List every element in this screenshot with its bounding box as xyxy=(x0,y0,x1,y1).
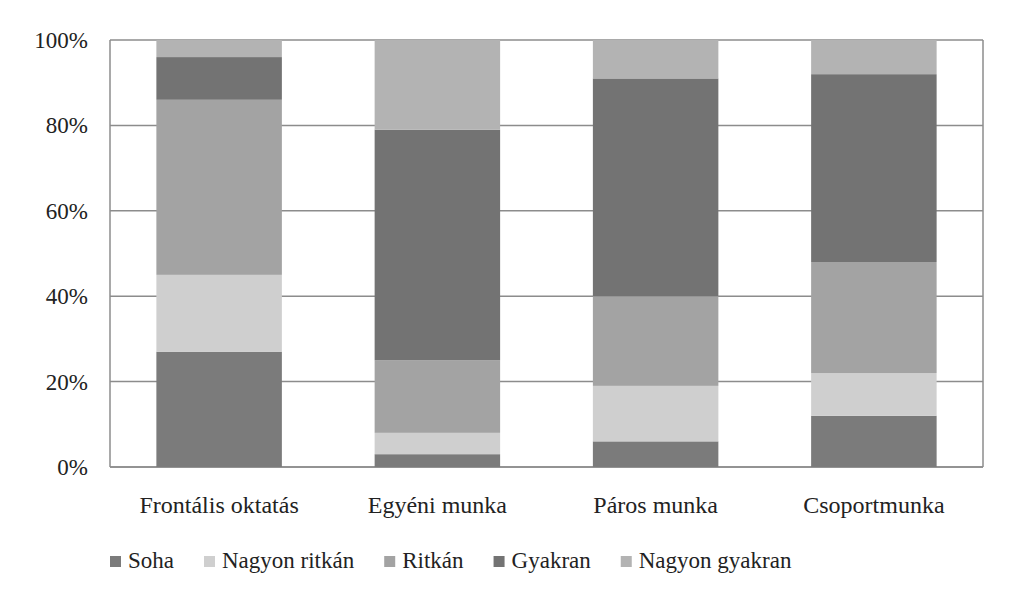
chart: 0% 20% 40% 60% 80% 100% Frontális oktatás Egyén… xyxy=(0,0,1024,615)
bars xyxy=(156,40,936,467)
tick-label: 80% xyxy=(46,113,88,138)
bar-segment xyxy=(593,386,718,442)
bar-segment xyxy=(811,373,936,416)
bar-segment xyxy=(811,40,936,74)
legend-swatch xyxy=(110,556,121,567)
bar-segment xyxy=(375,130,500,361)
category-label: Csoportmunka xyxy=(803,492,945,518)
bar-segment xyxy=(375,40,500,130)
legend-label: Nagyon gyakran xyxy=(639,548,792,573)
bar-segment xyxy=(375,433,500,454)
bar-segment xyxy=(593,441,718,467)
tick-label: 40% xyxy=(46,284,88,309)
bar-segment xyxy=(156,40,281,57)
bar-segment xyxy=(156,100,281,275)
bar-segment xyxy=(156,352,281,467)
legend-swatch xyxy=(204,556,215,567)
legend-swatch xyxy=(494,556,505,567)
frame-right xyxy=(982,40,984,467)
legend-swatch xyxy=(384,556,395,567)
bar-segment xyxy=(811,416,936,467)
y-axis xyxy=(109,40,111,467)
bar-segment xyxy=(811,262,936,373)
bar-segment xyxy=(593,78,718,296)
bar-segment xyxy=(375,360,500,433)
bar-segment xyxy=(593,40,718,78)
category-label: Frontális oktatás xyxy=(139,492,298,518)
tick-label: 0% xyxy=(57,455,88,480)
legend-label: Ritkán xyxy=(402,548,464,573)
bar-segment xyxy=(156,275,281,352)
category-label: Páros munka xyxy=(593,492,718,518)
bar-segment xyxy=(375,454,500,467)
legend-swatch xyxy=(621,556,632,567)
category-label: Egyéni munka xyxy=(368,492,508,518)
tick-label: 100% xyxy=(34,28,88,53)
legend-label: Soha xyxy=(128,548,174,573)
bar-segment xyxy=(811,74,936,262)
tick-label: 60% xyxy=(46,199,88,224)
bar-segment xyxy=(593,296,718,386)
legend-label: Gyakran xyxy=(512,548,592,573)
bar-segment xyxy=(156,57,281,100)
legend-label: Nagyon ritkán xyxy=(222,548,355,573)
tick-label: 20% xyxy=(46,370,88,395)
